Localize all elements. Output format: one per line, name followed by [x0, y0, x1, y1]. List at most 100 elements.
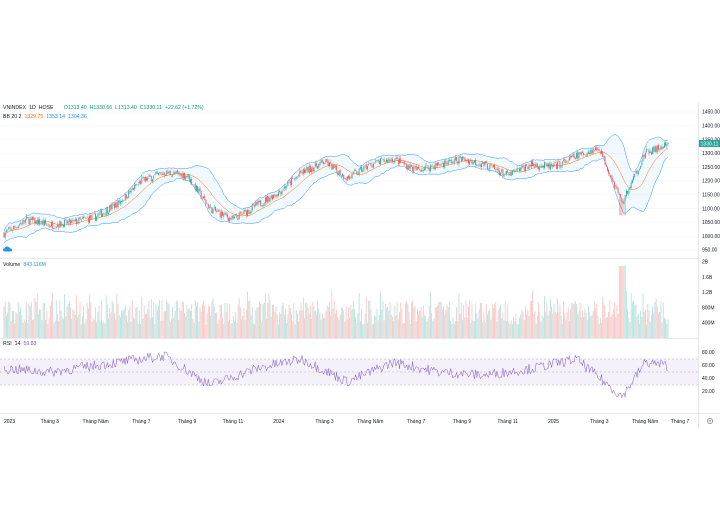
volume-bar: [97, 312, 99, 338]
candle: [32, 216, 33, 223]
candle: [589, 150, 591, 155]
volume-bar: [54, 321, 56, 338]
volume-bar: [313, 306, 315, 338]
volume-bar: [500, 304, 501, 338]
candle: [427, 165, 429, 171]
candle: [263, 202, 265, 207]
candle: [163, 171, 165, 178]
candle: [622, 199, 624, 216]
candle: [262, 203, 264, 209]
volume-bar: [430, 291, 431, 338]
candle: [365, 162, 367, 171]
candle: [617, 186, 619, 195]
candle: [184, 172, 185, 181]
candle: [140, 179, 142, 186]
change-value: +22.62 (+1.72%): [164, 105, 204, 111]
interval[interactable]: 1D: [29, 105, 36, 111]
settings-gear-icon[interactable]: [707, 418, 713, 424]
candle: [468, 158, 469, 167]
volume-bar: [128, 310, 130, 338]
candle: [218, 208, 220, 212]
candle: [507, 169, 509, 175]
rsi-legend[interactable]: RSI 14 59.83: [3, 341, 39, 348]
candle: [476, 163, 478, 167]
volume-bar: [502, 312, 504, 338]
cloud-icon[interactable]: [3, 246, 12, 252]
candle: [153, 175, 155, 181]
bb-basis-value: 1329.75: [24, 114, 44, 120]
candle: [270, 193, 272, 200]
symbol-name[interactable]: VNINDEX: [3, 105, 27, 111]
candle: [386, 157, 387, 163]
candle: [630, 179, 632, 190]
candle: [134, 182, 136, 191]
volume-bar: [452, 317, 454, 338]
candle: [291, 176, 292, 188]
candle: [186, 175, 188, 179]
volume-bar: [382, 300, 384, 338]
candle: [122, 198, 124, 204]
candle: [180, 173, 182, 178]
candle: [206, 202, 208, 205]
candle: [371, 163, 373, 169]
candle: [648, 147, 650, 156]
volume-bar: [263, 302, 265, 338]
volume-bar: [187, 309, 189, 338]
volume-bar: [323, 317, 324, 338]
volume-bar: [111, 300, 113, 338]
candle: [395, 155, 397, 161]
rsi-line: [3, 351, 669, 399]
volume-bar: [513, 316, 514, 338]
volume-bar: [117, 303, 119, 338]
volume-bar: [267, 302, 269, 338]
candle: [413, 164, 415, 175]
candle: [165, 173, 166, 176]
volume-bar: [39, 309, 41, 338]
price-tick-label: 1000.00: [702, 234, 720, 240]
candle: [304, 167, 305, 175]
volume-bar: [646, 324, 648, 338]
volume-bar: [538, 302, 539, 338]
volume-bar: [51, 301, 52, 338]
volume-bar: [142, 318, 144, 338]
candle: [35, 220, 37, 225]
volume-bar: [580, 317, 582, 338]
candle: [58, 223, 60, 231]
volume-bar: [471, 303, 473, 338]
volume-bar: [337, 316, 339, 338]
candle: [603, 154, 605, 160]
volume-bar: [451, 323, 453, 338]
candle: [361, 165, 362, 173]
volume-bar: [368, 300, 370, 338]
candle: [150, 175, 152, 182]
volume-legend[interactable]: Volume 843.116M: [3, 262, 49, 269]
candle: [281, 189, 283, 196]
candle: [48, 224, 50, 229]
candle: [106, 206, 108, 216]
volume-bar: [225, 311, 227, 338]
candle: [658, 143, 659, 152]
candle: [326, 158, 328, 166]
volume-bar: [418, 314, 419, 338]
volume-bar: [363, 324, 365, 338]
candle: [289, 179, 291, 188]
volume-bar: [98, 305, 100, 338]
volume-bar: [574, 300, 576, 338]
close-value: C1330.11: [139, 105, 162, 111]
volume-bar: [565, 319, 567, 338]
volume-bar: [140, 324, 142, 338]
candle: [99, 208, 101, 216]
candle: [215, 206, 216, 212]
bb-fill: [4, 134, 668, 244]
candle: [314, 161, 316, 168]
volume-bar: [325, 310, 327, 338]
volume-bar: [414, 305, 416, 338]
candle: [275, 193, 277, 199]
candle: [52, 220, 54, 231]
candle: [129, 189, 131, 195]
candle: [288, 178, 290, 183]
bb-legend[interactable]: BB 20 2 1329.75 1353.14 1304.36: [3, 114, 90, 121]
candle: [416, 166, 418, 171]
volume-bar: [77, 317, 79, 338]
